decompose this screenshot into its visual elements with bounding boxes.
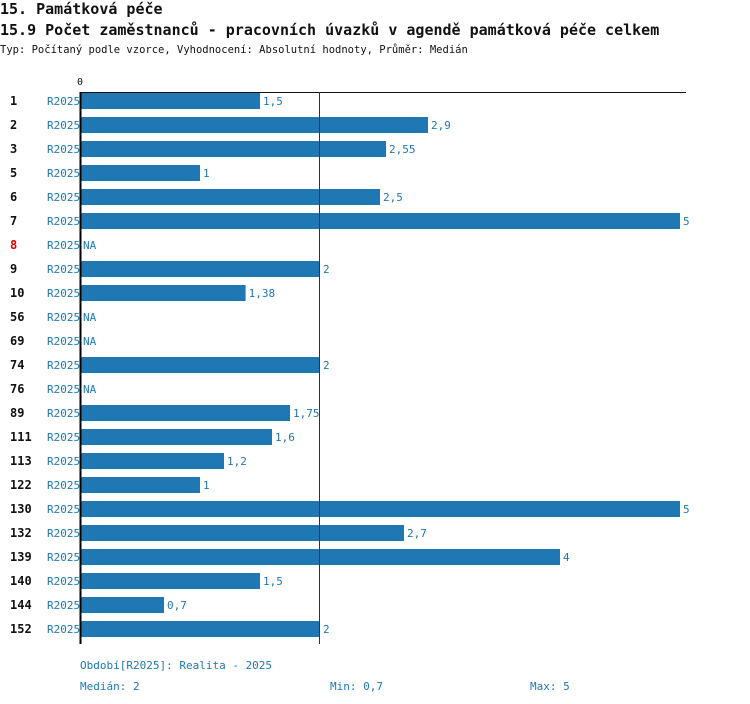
row-period-label: R2025: [47, 119, 80, 132]
row-id-label: 10: [10, 286, 24, 300]
row-id-label: 130: [10, 502, 32, 516]
row-id-label: 5: [10, 166, 17, 180]
row-id-label: 74: [10, 358, 24, 372]
row-id-label: 89: [10, 406, 24, 420]
bar-value-label: NA: [83, 383, 97, 396]
row-period-label: R2025: [47, 575, 80, 588]
row-id-label: 7: [10, 214, 17, 228]
row-period-label: R2025: [47, 239, 80, 252]
bar-value-label: 1: [203, 167, 210, 180]
axis-zero-label: 0: [77, 77, 83, 88]
row-period-label: R2025: [47, 479, 80, 492]
row-id-label: 139: [10, 550, 32, 564]
bar: [80, 141, 386, 157]
section-title: 15. Památková péče: [0, 0, 163, 18]
row-id-label: 6: [10, 190, 17, 204]
row-id-label: 1: [10, 94, 17, 108]
footer-period: Období[R2025]: Realita - 2025: [80, 659, 273, 672]
row-id-label: 76: [10, 382, 24, 396]
bar-value-label: 2: [323, 359, 330, 372]
row-period-label: R2025: [47, 407, 80, 420]
bar-value-label: 1: [203, 479, 210, 492]
row-id-label: 69: [10, 334, 24, 348]
bar: [80, 117, 428, 133]
bar-value-label: 1,2: [227, 455, 247, 468]
bar: [80, 93, 260, 109]
bar-value-label: 1,38: [249, 287, 276, 300]
row-id-label: 9: [10, 262, 17, 276]
row-period-label: R2025: [47, 455, 80, 468]
bar: [80, 573, 260, 589]
row-id-label: 132: [10, 526, 32, 540]
row-id-label: 111: [10, 430, 32, 444]
row-period-label: R2025: [47, 215, 80, 228]
bar: [80, 597, 164, 613]
row-period-label: R2025: [47, 551, 80, 564]
row-period-label: R2025: [47, 335, 80, 348]
row-id-label: 56: [10, 310, 24, 324]
row-period-label: R2025: [47, 263, 80, 276]
bar-value-label: 2: [323, 623, 330, 636]
bar-value-label: 1,6: [275, 431, 295, 444]
bar-value-label: 5: [683, 503, 690, 516]
row-period-label: R2025: [47, 311, 80, 324]
row-period-label: R2025: [47, 287, 80, 300]
chart-subtitle: Typ: Počítaný podle vzorce, Vyhodnocení:…: [0, 44, 468, 56]
row-id-label: 2: [10, 118, 17, 132]
row-id-label: 122: [10, 478, 32, 492]
bar-value-label: 1,5: [263, 95, 283, 108]
bar: [80, 261, 320, 277]
row-period-label: R2025: [47, 431, 80, 444]
row-period-label: R2025: [47, 95, 80, 108]
row-period-label: R2025: [47, 527, 80, 540]
bar-value-label: 2: [323, 263, 330, 276]
row-period-label: R2025: [47, 599, 80, 612]
row-id-label: 152: [10, 622, 32, 636]
bar-value-label: NA: [83, 311, 97, 324]
bar-value-label: 1,5: [263, 575, 283, 588]
footer-max: Max: 5: [530, 680, 570, 693]
bar-value-label: NA: [83, 239, 97, 252]
row-period-label: R2025: [47, 359, 80, 372]
bar-value-label: 2,5: [383, 191, 403, 204]
bar: [80, 501, 680, 517]
bar: [80, 165, 200, 181]
row-id-label: 3: [10, 142, 17, 156]
bar-value-label: 5: [683, 215, 690, 228]
bar-value-label: 2,7: [407, 527, 427, 540]
row-id-label: 140: [10, 574, 32, 588]
bar: [80, 405, 290, 421]
row-id-label: 113: [10, 454, 32, 468]
bar: [80, 477, 200, 493]
row-period-label: R2025: [47, 167, 80, 180]
footer-min: Min: 0,7: [330, 680, 383, 693]
row-id-label: 144: [10, 598, 32, 612]
bar: [80, 525, 404, 541]
row-period-label: R2025: [47, 383, 80, 396]
bar-value-label: NA: [83, 335, 97, 348]
bar: [80, 213, 680, 229]
footer-median: Medián: 2: [80, 680, 140, 693]
bar-value-label: 4: [563, 551, 570, 564]
bar-value-label: 0,7: [167, 599, 187, 612]
chart-title: 15.9 Počet zaměstnanců - pracovních úvaz…: [0, 21, 660, 39]
row-period-label: R2025: [47, 191, 80, 204]
bar-value-label: 2,55: [389, 143, 416, 156]
bar: [80, 357, 320, 373]
bar: [80, 621, 320, 637]
bar: [80, 453, 224, 469]
bar: [80, 189, 380, 205]
row-period-label: R2025: [47, 623, 80, 636]
row-period-label: R2025: [47, 503, 80, 516]
bar-value-label: 1,75: [293, 407, 320, 420]
bar-value-label: 2,9: [431, 119, 451, 132]
row-period-label: R2025: [47, 143, 80, 156]
row-id-label: 8: [10, 238, 17, 252]
bar: [80, 285, 246, 301]
bar: [80, 429, 272, 445]
